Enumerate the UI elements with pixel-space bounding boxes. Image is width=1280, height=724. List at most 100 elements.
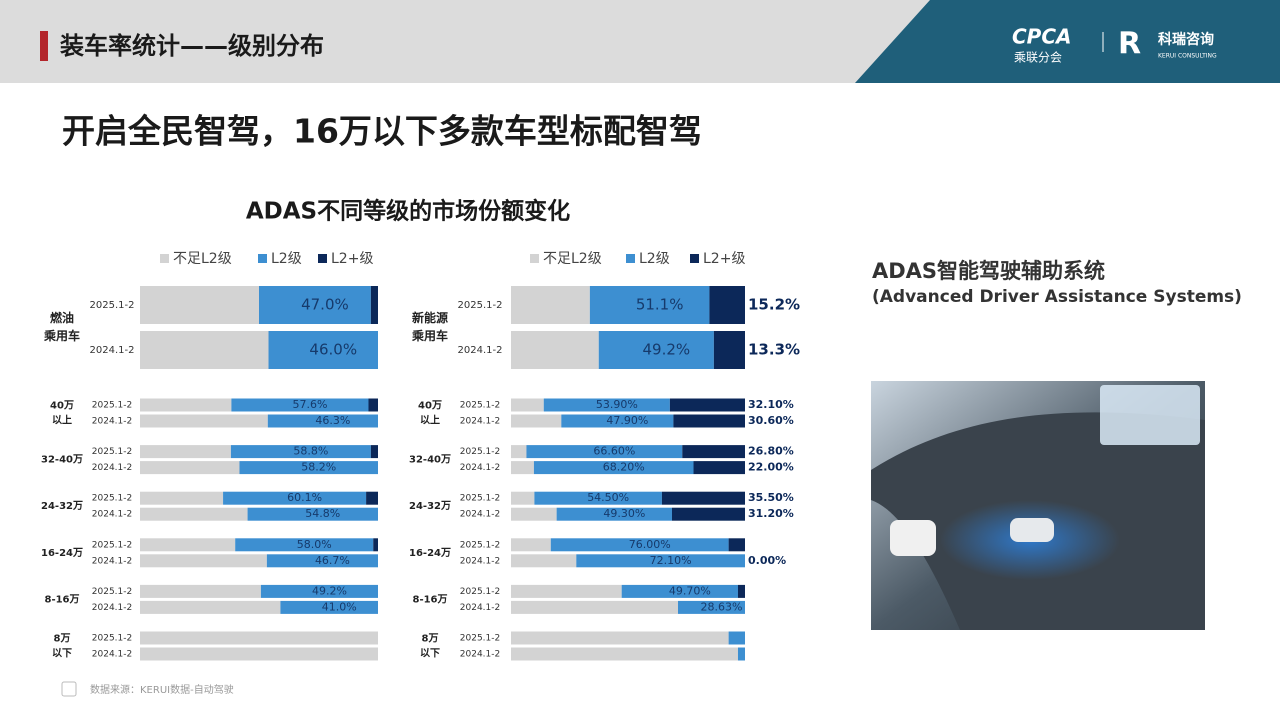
bar-segment [140, 600, 281, 614]
period-label: 2024.1-2 [458, 345, 503, 356]
value-label: 28.63% [701, 600, 743, 613]
group-label: 以下 [52, 648, 72, 660]
group-label: 乘用车 [43, 328, 80, 343]
bar-segment [140, 584, 261, 598]
bar-segment [737, 584, 745, 598]
bar-segment [621, 584, 738, 598]
group-label: 8-16万 [44, 593, 79, 605]
bar-segment [370, 286, 378, 324]
legend-label: L2+级 [331, 251, 373, 267]
value-label: 76.00% [629, 538, 671, 551]
bar-segment [267, 414, 378, 428]
period-label: 2025.1-2 [92, 540, 132, 550]
bar-segment [140, 331, 269, 369]
bar-segment [511, 647, 738, 661]
period-label: 2025.1-2 [92, 634, 132, 644]
bar-segment [713, 331, 745, 369]
value-label: 47.0% [301, 296, 349, 314]
bar-segment [511, 631, 729, 645]
period-label: 2024.1-2 [92, 417, 132, 427]
source-icon [61, 681, 77, 697]
bar-segment [511, 507, 557, 521]
group-label: 8万 [422, 633, 439, 645]
bar-segment [140, 414, 268, 428]
bar-segment [728, 538, 745, 552]
bar-segment [511, 414, 562, 428]
group-label: 40万 [50, 400, 74, 412]
period-label: 2025.1-2 [460, 540, 500, 550]
bar-segment [534, 491, 662, 505]
value-label: 46.0% [309, 341, 357, 359]
bar-segment [366, 491, 378, 505]
bar-segment [709, 286, 745, 324]
value-label: 22.00% [748, 461, 794, 474]
value-label: 49.30% [603, 507, 645, 520]
group-label: 以下 [420, 648, 440, 660]
group-label: 40万 [418, 400, 442, 412]
value-label: 46.3% [315, 414, 350, 427]
bar-segment [589, 286, 710, 324]
value-label: 53.90% [596, 398, 638, 411]
value-label: 49.70% [669, 584, 711, 597]
bar-segment [511, 286, 590, 324]
bar-segment [368, 398, 378, 412]
adas-image [871, 381, 1205, 630]
value-label: 60.1% [287, 491, 322, 504]
value-label: 0.00% [748, 554, 786, 567]
period-label: 2024.1-2 [460, 510, 500, 520]
bar-segment [533, 461, 694, 475]
bar-segment [598, 331, 714, 369]
group-label: 以上 [52, 414, 72, 427]
bar-segment [511, 461, 534, 475]
logo-mark: R [1118, 27, 1141, 62]
group-label: 新能源 [412, 310, 448, 325]
bar-segment [682, 445, 745, 459]
value-label: 58.2% [301, 461, 336, 474]
bar-segment [140, 461, 240, 475]
value-label: 57.6% [292, 398, 327, 411]
group-label: 以上 [420, 414, 440, 427]
bar-segment [239, 461, 378, 475]
period-label: 2025.1-2 [460, 401, 500, 411]
legend-swatch [530, 254, 539, 263]
period-label: 2025.1-2 [458, 300, 503, 311]
value-label: 47.90% [606, 414, 648, 427]
period-label: 2024.1-2 [90, 345, 135, 356]
bar-segment [576, 554, 745, 568]
value-label: 68.20% [603, 461, 645, 474]
legend-swatch [160, 254, 169, 263]
bar-segment [231, 398, 369, 412]
bar-segment [673, 414, 745, 428]
group-label: 16-24万 [41, 547, 83, 559]
group-label: 24-32万 [409, 500, 451, 512]
value-label: 32.10% [748, 398, 794, 411]
bar-segment [693, 461, 745, 475]
value-label: 49.2% [642, 341, 690, 359]
header-title: 装车率统计——级别分布 [60, 32, 324, 60]
bar-segment [247, 507, 378, 521]
value-label: 58.0% [297, 538, 332, 551]
bar-segment [140, 554, 267, 568]
period-label: 2024.1-2 [460, 603, 500, 613]
bar-segment [511, 584, 622, 598]
legend-swatch [258, 254, 267, 263]
period-label: 2024.1-2 [92, 463, 132, 473]
bar-segment [140, 286, 259, 324]
period-label: 2024.1-2 [92, 510, 132, 520]
group-label: 乘用车 [411, 328, 448, 343]
bar-segment [550, 538, 729, 552]
bar-segment [230, 445, 371, 459]
value-label: 26.80% [748, 445, 794, 458]
period-label: 2025.1-2 [92, 494, 132, 504]
bar-segment [728, 631, 745, 645]
bar-segment [661, 491, 745, 505]
value-label: 35.50% [748, 491, 794, 504]
bar-segment [511, 398, 544, 412]
section-title: ADAS不同等级的市场份额变化 [246, 198, 570, 225]
bar-segment [140, 507, 248, 521]
bar-segment [140, 491, 224, 505]
header-logo-band [855, 0, 1280, 83]
bar-segment [235, 538, 374, 552]
bar-segment [511, 445, 527, 459]
